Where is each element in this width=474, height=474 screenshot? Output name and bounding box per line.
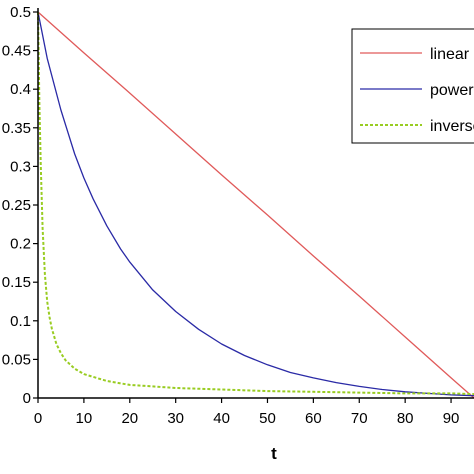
x-tick-label: 40 bbox=[213, 410, 230, 427]
y-tick-label: 0 bbox=[23, 390, 31, 407]
legend-label-power: power bbox=[430, 82, 474, 99]
x-tick-label: 80 bbox=[397, 410, 414, 427]
y-tick-label: 0.1 bbox=[10, 313, 31, 330]
axes bbox=[37, 8, 474, 399]
x-axis-title: t bbox=[271, 444, 277, 463]
x-tick-label: 20 bbox=[121, 410, 138, 427]
legend-label-linear: linear bbox=[430, 46, 470, 63]
legend: linear power inverse bbox=[351, 28, 474, 144]
y-tick-label: 0.45 bbox=[2, 43, 31, 60]
y-tick-label: 0.4 bbox=[10, 81, 31, 98]
x-tick-label: 70 bbox=[351, 410, 368, 427]
series-line-linear bbox=[37, 11, 474, 399]
y-tick-label: 0.25 bbox=[2, 197, 31, 214]
y-tick-label: 0.05 bbox=[2, 351, 31, 368]
y-tick-label: 0.2 bbox=[10, 236, 31, 253]
ticks bbox=[33, 11, 452, 403]
y-tick-label: 0.5 bbox=[10, 4, 31, 21]
x-tick-label: 30 bbox=[167, 410, 184, 427]
plot-lines bbox=[37, 11, 474, 399]
y-tick-label: 0.35 bbox=[2, 120, 31, 137]
x-tick-label: 90 bbox=[443, 410, 460, 427]
y-tick-label: 0.3 bbox=[10, 158, 31, 175]
y-tick-label: 0.15 bbox=[2, 274, 31, 291]
tick-labels: 0 0.05 0.1 0.15 0.2 0.25 0.3 0.35 0.4 0.45 0.5 0 10 2… bbox=[2, 4, 460, 427]
series-line-power bbox=[37, 11, 474, 397]
legend-label-inverse: inverse bbox=[430, 118, 474, 135]
x-tick-label: 0 bbox=[34, 410, 42, 427]
x-tick-label: 60 bbox=[305, 410, 322, 427]
x-tick-label: 50 bbox=[259, 410, 276, 427]
x-tick-label: 10 bbox=[76, 410, 93, 427]
